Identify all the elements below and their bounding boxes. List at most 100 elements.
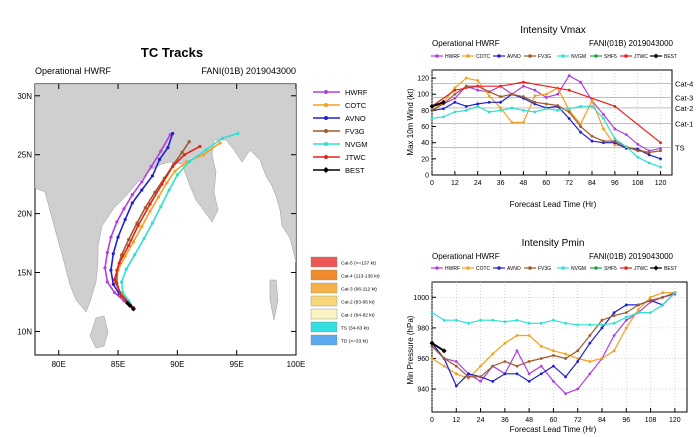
point-hwrf	[454, 360, 458, 363]
y-tick-label: 100	[417, 92, 429, 99]
legend-label-fv3g: FV3G	[345, 127, 365, 136]
intensity-label: Cat-2 (83-95 kt)	[341, 300, 375, 306]
point-hwrf	[602, 113, 605, 116]
point-nvgm	[479, 318, 482, 322]
legend-marker-cotc	[466, 54, 470, 58]
x-tick-label: 60	[542, 180, 550, 187]
point-fv3g	[467, 375, 470, 379]
point-nvgm	[453, 110, 457, 114]
y-tick-label: 940	[417, 387, 429, 394]
legend-marker-cotc	[466, 266, 470, 270]
x-tick-label: 96	[611, 180, 619, 187]
map-lon-label: 100E	[287, 360, 306, 369]
point-nvgm	[467, 321, 470, 325]
pmin-legend: HWRF COTC AVNO FV3G NVGM SHF5 JTWC BEST	[431, 265, 677, 272]
point-hwrf	[533, 88, 537, 92]
track-point-cotc	[173, 169, 177, 173]
point-nvgm	[649, 311, 652, 314]
map-lat-label: 10N	[17, 327, 32, 336]
legend-label-best: BEST	[345, 166, 365, 175]
point-nvgm	[576, 323, 580, 327]
point-cotc	[430, 357, 434, 360]
point-hwrf	[624, 318, 628, 322]
legend-label-nvgm: NVGM	[571, 266, 586, 272]
point-fv3g	[487, 90, 491, 94]
track-point-hwrf	[109, 235, 113, 239]
pmin-plot: 0 12 24 36 48 60 72 84 96 108 120 940 960 980 1000	[413, 281, 688, 424]
point-fv3g	[464, 84, 468, 88]
point-nvgm	[556, 108, 560, 112]
track-point-nvgm	[121, 290, 125, 295]
vmax-plot: 0 12 24 36 48 60 72 84 96 108 120 0 20 40 60 80 100 120 Ca…	[417, 69, 693, 187]
point-avno	[442, 107, 445, 111]
track-point-nvgm	[167, 188, 171, 192]
point-cotc	[624, 326, 628, 330]
track-point-nvgm	[120, 280, 124, 284]
legend-label-best: BEST	[664, 266, 677, 272]
track-point-cotc	[165, 181, 169, 185]
track-point-hwrf	[112, 290, 117, 295]
legend-marker-best	[653, 265, 659, 271]
track-point-nvgm	[220, 136, 225, 140]
point-jtwc	[613, 104, 617, 108]
point-avno	[579, 130, 582, 134]
track-point-avno	[111, 282, 115, 286]
point-fv3g	[454, 364, 458, 368]
track-point-nvgm	[175, 173, 179, 177]
point-fv3g	[510, 92, 514, 96]
pmin-ylabel: Min Pressure (hPa)	[406, 315, 415, 384]
point-cotc	[527, 334, 531, 337]
point-fv3g	[636, 149, 640, 153]
track-point-jtwc	[136, 223, 140, 227]
point-hwrf	[579, 80, 582, 84]
track-point-fv3g	[135, 221, 139, 225]
point-cotc	[510, 121, 514, 124]
point-avno	[527, 380, 531, 383]
track-hwrf	[104, 134, 171, 309]
track-point-nvgm	[150, 221, 155, 225]
series-best	[431, 342, 445, 352]
point-cotc	[487, 94, 491, 98]
point-fv3g	[661, 295, 665, 299]
point-nvgm	[590, 104, 594, 108]
legend-marker-jtwc	[624, 266, 628, 270]
legend-label-jtwc: JTWC	[634, 266, 648, 272]
y-tick-label: 20	[421, 156, 429, 163]
track-point-avno	[123, 217, 127, 222]
point-avno	[467, 372, 470, 376]
map-lon-label: 95E	[230, 360, 244, 369]
y-tick-label: 60	[421, 124, 429, 131]
point-cotc	[539, 344, 543, 348]
point-cotc	[552, 349, 555, 353]
legend-label-avno: AVNO	[345, 114, 366, 123]
point-fv3g	[430, 108, 434, 112]
point-avno	[476, 102, 480, 106]
legend-label-jtwc: JTWC	[345, 153, 366, 162]
point-hwrf	[527, 372, 531, 376]
point-avno	[539, 372, 543, 376]
point-nvgm	[487, 110, 491, 114]
track-point-avno	[116, 235, 120, 239]
point-fv3g	[637, 303, 640, 307]
x-tick-label: 0	[430, 180, 434, 187]
point-avno	[567, 117, 571, 120]
point-fv3g	[430, 344, 434, 348]
point-nvgm	[491, 318, 495, 322]
point-nvgm	[503, 320, 507, 324]
point-fv3g	[491, 364, 495, 368]
legend-label-nvgm: NVGM	[345, 140, 368, 149]
point-cotc	[600, 357, 604, 360]
series-best	[431, 101, 444, 108]
track-point-hwrf	[168, 133, 172, 137]
point-best	[440, 99, 446, 105]
point-nvgm	[579, 104, 582, 108]
legend-label-hwrf: HWRF	[445, 54, 460, 60]
legend-label-cotc: COTC	[476, 54, 491, 60]
point-fv3g	[556, 104, 560, 107]
point-cotc	[564, 352, 567, 356]
track-point-avno	[130, 201, 134, 205]
point-hwrf	[636, 142, 640, 146]
point-nvgm	[661, 303, 665, 307]
x-tick-label: 72	[565, 180, 573, 187]
point-hwrf	[476, 88, 480, 92]
